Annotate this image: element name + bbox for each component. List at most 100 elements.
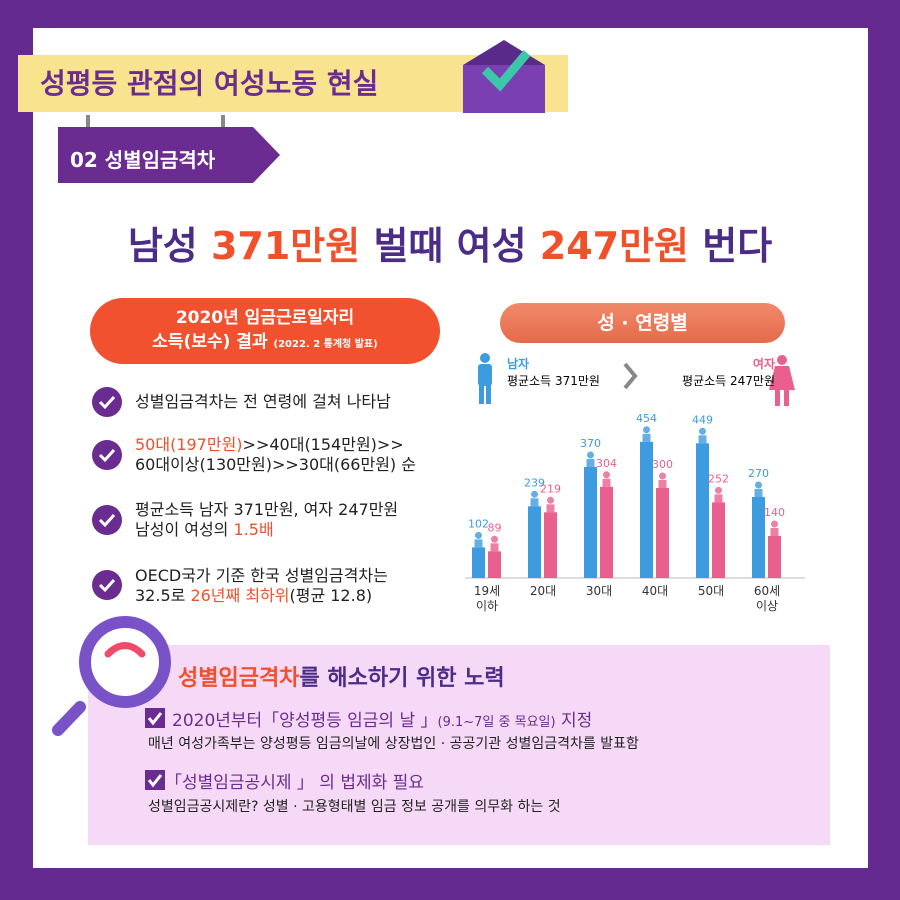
person-head	[699, 427, 706, 435]
bar	[712, 502, 725, 578]
check-icon	[92, 440, 122, 470]
person-head	[771, 520, 778, 528]
heading-text: 2020년부터「양성평등 임금의 날 」	[172, 711, 438, 731]
summary-item: OECD국가 기준 한국 성별임금격차는 32.5로 26년째 최하위(평균 12…	[135, 566, 388, 606]
person-head	[475, 531, 482, 539]
person-body	[698, 435, 707, 444]
item-text: (평균 12.8)	[289, 586, 373, 605]
item-text: 성별임금격차는 전 연령에 걸쳐 나타남	[135, 392, 391, 411]
value-label: 370	[580, 437, 601, 450]
summary-pill: 2020년 임금근로일자리 소득(보수) 결과 (2022. 2 통계청 발표)	[90, 298, 440, 364]
value-label: 219	[540, 482, 561, 495]
legend-name: 남자	[507, 357, 530, 371]
bar	[696, 443, 709, 578]
envelope-icon	[463, 40, 545, 113]
check-icon	[92, 570, 122, 600]
check-icon	[92, 387, 122, 417]
x-tick-label: 19세 이하	[473, 584, 501, 613]
effort-heading: 「성별임금공시제 」 의 법제화 필요	[165, 768, 424, 793]
headline: 남성 371만원 벌때 여성 247만원 번다	[0, 215, 900, 270]
heading-text: 지정	[555, 711, 593, 731]
headline-text: 벌때 여성	[360, 224, 540, 268]
item-text: >>40대(154만원)>>	[242, 435, 404, 454]
bar	[600, 486, 613, 578]
effort-desc: 매년 여성가족부는 양성평등 임금의날에 상장법인 · 공공기관 성별임금격차를…	[148, 736, 639, 752]
item-text: 50대(197만원)	[135, 435, 243, 454]
summary-title: 2020년 임금근로일자리	[175, 308, 355, 328]
summary-source: (2022. 2 통계청 발표)	[273, 339, 378, 350]
value-label: 89	[488, 521, 502, 534]
bar	[488, 551, 501, 578]
checkbox-icon	[145, 708, 165, 728]
person-body	[754, 489, 763, 497]
value-label: 102	[468, 517, 489, 530]
x-tick-label: 30대	[585, 584, 613, 598]
person-body	[530, 498, 539, 507]
checkbox-icon	[145, 770, 165, 790]
value-label: 300	[652, 458, 673, 471]
headline-number: 247만원	[539, 224, 690, 268]
person-head	[755, 481, 762, 489]
heading-text: 「성별임금공시제 」 의 법제화 필요	[165, 773, 424, 793]
person-body	[658, 480, 667, 488]
person-body	[474, 539, 483, 548]
x-tick-label: 20대	[529, 584, 557, 598]
person-head	[587, 451, 594, 459]
item-text: 1.5배	[233, 520, 274, 539]
effort-desc: 성별임금공시제란? 성별 · 고용형태별 임금 정보 공개를 의무화 하는 것	[148, 799, 561, 815]
value-label: 140	[764, 506, 785, 519]
bar	[640, 441, 653, 578]
magnifier-icon	[52, 616, 171, 736]
summary-item: 평균소득 남자 371만원, 여자 247만원 남성이 여성의 1.5배	[135, 500, 398, 540]
header-title: 성평등 관점의 여성노동 현실	[40, 67, 379, 100]
value-label: 449	[692, 413, 713, 426]
headline-text: 번다	[689, 224, 773, 268]
section-title: 02 성별임금격차	[70, 148, 216, 172]
person-head	[547, 496, 554, 504]
person-head	[715, 486, 722, 494]
item-text: OECD국가 기준 한국 성별임금격차는	[135, 566, 388, 585]
legend-note: 평균소득 371만원	[507, 374, 600, 388]
bar	[528, 506, 541, 578]
x-tick-label: 50대	[697, 584, 725, 598]
item-text: 남성이 여성의	[135, 520, 234, 539]
bar	[752, 497, 765, 578]
person-body	[586, 459, 595, 467]
legend-name: 여자	[752, 357, 775, 371]
legend-note: 평균소득 247만원	[682, 374, 775, 388]
section-tag	[58, 115, 280, 183]
item-text: 평균소득 남자 371만원, 여자 247만원	[135, 500, 399, 519]
bar	[768, 536, 781, 578]
x-tick-label: 60세 이상	[753, 584, 781, 613]
chart-title: 성 · 연령별	[597, 312, 688, 334]
bar	[472, 547, 485, 578]
title-text: 를 해소하기 위한 노력	[299, 666, 505, 691]
value-label: 304	[596, 457, 617, 470]
person-body	[642, 433, 651, 442]
value-label: 270	[748, 467, 769, 480]
value-label: 239	[524, 476, 545, 489]
item-text: 32.5로	[135, 586, 191, 605]
check-icon	[92, 505, 122, 535]
heading-note: (9.1~7일 중 목요일)	[437, 715, 556, 730]
person-head	[659, 472, 666, 480]
summary-item: 성별임금격차는 전 연령에 걸쳐 나타남	[135, 392, 391, 412]
title-highlight: 성별임금격차	[178, 666, 300, 691]
effort-heading: 2020년부터「양성평등 임금의 날 」(9.1~7일 중 목요일) 지정	[172, 706, 592, 731]
bar	[656, 488, 669, 578]
efforts-title: 성별임금격차를 해소하기 위한 노력	[178, 660, 505, 692]
bar	[584, 467, 597, 578]
headline-number: 371만원	[210, 224, 361, 268]
value-label: 252	[708, 472, 729, 485]
person-head	[491, 535, 498, 543]
legend-icons	[478, 353, 795, 406]
x-tick-label: 40대	[641, 584, 669, 598]
bar	[544, 512, 557, 578]
person-body	[714, 494, 723, 503]
item-text: 26년째 최하위	[190, 586, 290, 605]
person-body	[490, 543, 499, 552]
efforts-box	[88, 645, 830, 845]
person-head	[531, 490, 538, 498]
